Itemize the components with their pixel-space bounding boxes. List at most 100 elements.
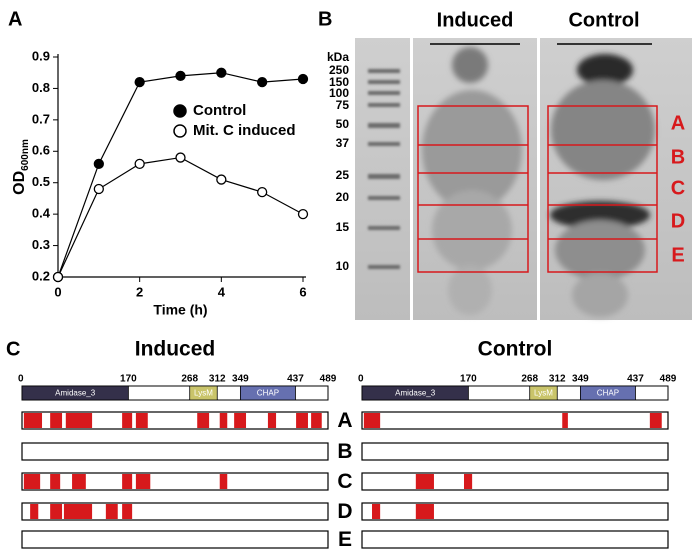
legend-label: Mit. C induced [193,122,296,139]
x-axis-title: Time (h) [153,302,207,318]
y-tick-label: 0.7 [32,111,50,126]
fraction-label: C [671,177,685,199]
data-point [257,186,268,198]
scale-label: 170 [120,374,137,385]
unit-label: kDa [327,50,349,64]
y-tick-label: 0.4 [32,206,51,221]
marker-label: 20 [336,190,350,204]
coverage-row [361,530,669,549]
panel-label: A [8,8,22,30]
data-point [297,73,309,85]
fraction-label: E [671,244,684,266]
data-point [216,67,227,78]
x-tick-label: 0 [54,284,61,299]
row-label: A [337,409,352,432]
x-tick-label: 6 [299,284,306,299]
data-point [297,208,309,220]
peptide-block [50,474,61,489]
domain-label: CHAP [257,389,279,398]
y-tick-label: 0.2 [32,268,50,283]
y-axis-title-subscript: 600nm [20,139,31,171]
peptide-block [135,413,148,428]
peptide-block [415,504,434,519]
legend-marker [173,104,187,118]
coverage-row [361,411,669,430]
peptide-block [649,413,662,428]
peptide-block [363,413,381,428]
peptide-block [72,474,86,489]
peptide-block [23,413,43,428]
data-point [52,271,64,283]
coverage-row [361,472,669,491]
domain-label: LysM [534,389,553,398]
scale-label: 268 [521,374,538,385]
coverage-row [21,411,329,430]
y-tick-label: 0.5 [32,174,50,189]
data-point [134,76,145,88]
peptide-block [63,504,93,519]
data-point [175,70,186,82]
marker-label: 75 [336,98,350,112]
legend-marker [173,124,187,138]
peptide-block [197,413,210,428]
peptide-block [267,413,277,428]
fraction-label: D [671,210,685,232]
coverage-row [21,530,329,549]
marker-label: 250 [329,63,349,77]
ladder-bands [368,69,400,269]
marker-label: 50 [336,117,350,131]
scale-label: 437 [287,374,304,385]
coverage-row [21,502,329,521]
peptide-block [23,474,41,489]
coverage-row [361,502,669,521]
scale-label: 312 [209,374,226,385]
marker-label: 15 [336,220,350,234]
scale-label: 349 [232,374,249,385]
panel-title: Induced [135,338,216,361]
peptide-block [234,413,247,428]
induced-smear [422,47,522,315]
scale-label: 170 [460,374,477,385]
peptide-block [122,413,133,428]
lane-title: Control [568,9,639,31]
domain-label: Amidase_3 [55,389,96,398]
peptide-block [415,474,434,489]
row-label: E [338,528,352,551]
panel-label: B [318,8,332,30]
peptide-block [30,504,39,519]
scale-label: 0 [18,374,24,385]
domain-box [361,385,469,401]
domain-box [239,385,296,401]
y-axis-title: OD600nm [11,139,30,195]
peptide-block [105,504,118,519]
peptide-block [311,413,322,428]
marker-label: 150 [329,75,349,89]
domain-box [21,385,129,401]
scale-label: 0 [358,374,364,385]
y-tick-label: 0.9 [32,48,50,63]
marker-label: 25 [336,168,350,182]
domain-box [579,385,636,401]
scale-label: 312 [549,374,566,385]
domain-label: Amidase_3 [395,389,436,398]
row-label: C [337,470,352,493]
fraction-label: B [671,146,685,168]
scale-label: 489 [660,374,677,385]
panel-label: C [6,338,20,360]
data-point [93,158,104,170]
data-point [257,76,268,88]
domain-label: LysM [194,389,213,398]
lane-title: Induced [437,9,514,31]
data-point [175,152,186,163]
data-point [134,158,145,170]
y-tick-label: 0.6 [32,143,50,158]
y-axis-title-main: OD [11,171,28,195]
data-point [93,183,104,195]
control-smear [550,54,655,317]
domain-label: CHAP [597,389,619,398]
peptide-block [50,504,63,519]
domain-box [529,385,558,401]
peptide-block [296,413,308,428]
marker-label: 10 [336,259,350,273]
